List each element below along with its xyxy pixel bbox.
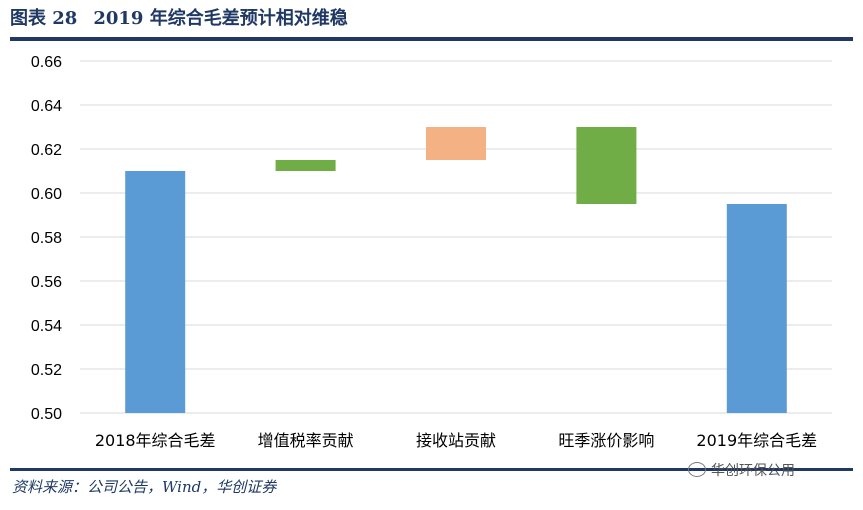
bar-2: [275, 160, 336, 171]
chart-title: 2019 年综合毛差预计相对维稳: [93, 8, 348, 29]
header-divider: [10, 37, 853, 41]
figure-label: 图表 28: [10, 8, 78, 29]
bar-1: [125, 171, 186, 413]
y-tick-label: 0.54: [31, 318, 62, 335]
figure-title: 图表 28 2019 年综合毛差预计相对维稳: [10, 4, 348, 34]
y-tick-label: 0.58: [31, 230, 62, 247]
x-category-label: 2019年综合毛差: [696, 431, 817, 450]
x-category-label: 接收站贡献: [416, 431, 496, 450]
x-axis-labels: 2018年综合毛差 增值税率贡献 接收站贡献 旺季涨价影响 2019年综合毛差: [95, 431, 817, 450]
grid-lines: [80, 60, 832, 414]
y-tick-label: 0.50: [31, 406, 62, 423]
bar-5: [726, 204, 787, 413]
watermark-text: 华创环保公用: [711, 463, 795, 479]
x-category-label: 2018年综合毛差: [95, 431, 216, 450]
bars: [125, 127, 787, 413]
y-tick-label: 0.52: [31, 362, 62, 379]
x-category-label: 旺季涨价影响: [558, 431, 654, 450]
watermark: 华创环保公用: [688, 460, 795, 480]
bar-3: [426, 127, 486, 160]
footer-divider: [10, 468, 853, 471]
y-tick-label: 0.60: [31, 186, 62, 203]
bar-4: [576, 127, 637, 204]
x-category-label: 增值税率贡献: [258, 431, 354, 450]
y-axis-ticks: 0.50 0.52 0.54 0.56 0.58 0.60 0.62 0.64 0.66: [31, 54, 62, 423]
y-tick-label: 0.56: [31, 274, 62, 291]
y-tick-label: 0.64: [31, 98, 62, 115]
wechat-icon: [688, 462, 706, 477]
waterfall-chart: 0.50 0.52 0.54 0.56 0.58 0.60 0.62 0.64 0.66 201…: [31, 54, 832, 450]
source-note: 资料来源：公司公告，Wind，华创证券: [12, 478, 277, 496]
y-tick-label: 0.66: [31, 54, 62, 71]
y-tick-label: 0.62: [31, 142, 62, 159]
